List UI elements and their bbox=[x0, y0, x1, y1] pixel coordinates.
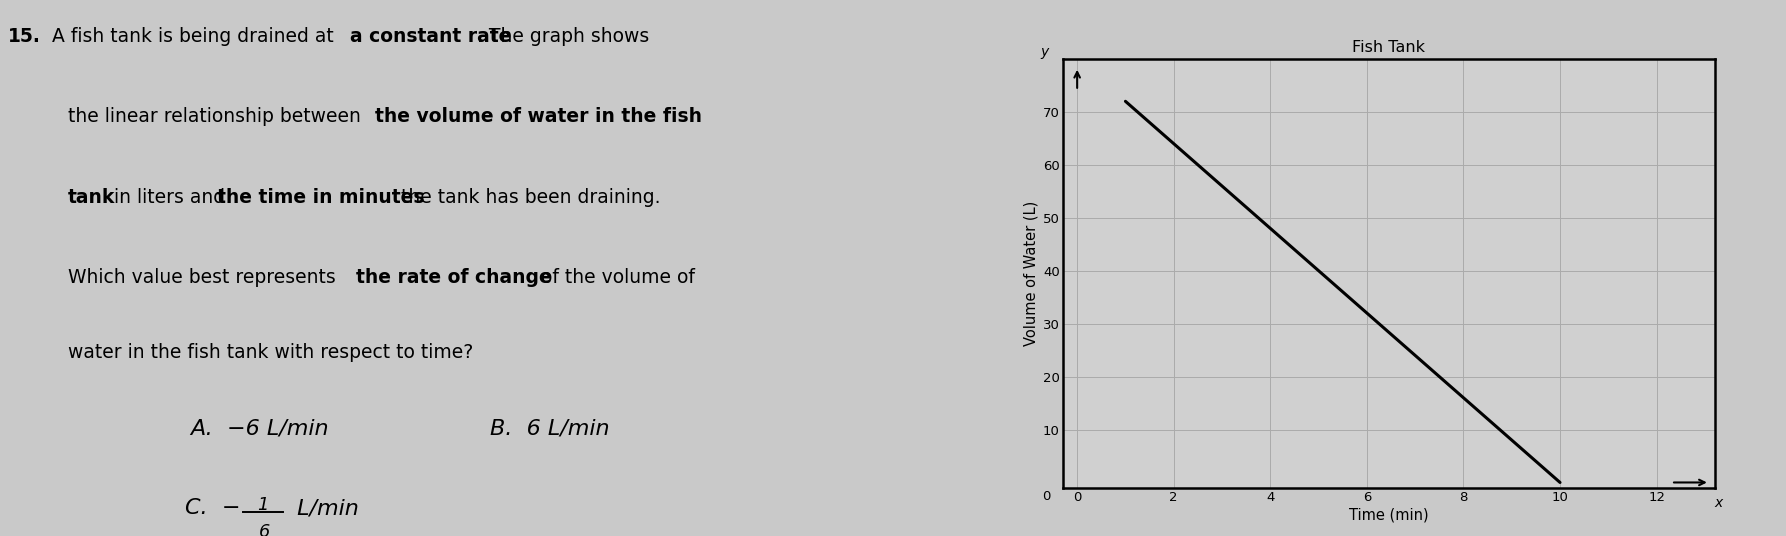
Text: 6: 6 bbox=[259, 523, 270, 536]
Text: 1: 1 bbox=[257, 496, 268, 514]
Y-axis label: Volume of Water (L): Volume of Water (L) bbox=[1023, 201, 1039, 346]
Text: A.  −6 L/min: A. −6 L/min bbox=[189, 418, 329, 438]
Title: Fish Tank: Fish Tank bbox=[1352, 40, 1425, 55]
Text: y: y bbox=[1039, 45, 1048, 59]
Text: in liters and: in liters and bbox=[107, 188, 230, 206]
Text: tank: tank bbox=[68, 188, 116, 206]
X-axis label: Time (min): Time (min) bbox=[1348, 508, 1429, 523]
Text: 0: 0 bbox=[1043, 490, 1050, 503]
Text: the volume of water in the fish: the volume of water in the fish bbox=[375, 107, 702, 126]
Text: the time in minutes: the time in minutes bbox=[218, 188, 425, 206]
Text: the linear relationship between: the linear relationship between bbox=[68, 107, 366, 126]
Text: L/min: L/min bbox=[289, 498, 359, 518]
Text: 15.: 15. bbox=[7, 27, 41, 46]
Text: . The graph shows: . The graph shows bbox=[477, 27, 650, 46]
Text: x: x bbox=[1715, 496, 1723, 510]
Text: a constant rate: a constant rate bbox=[350, 27, 511, 46]
Text: water in the fish tank with respect to time?: water in the fish tank with respect to t… bbox=[68, 343, 473, 362]
Text: of the volume of: of the volume of bbox=[536, 268, 695, 287]
Text: the rate of change: the rate of change bbox=[355, 268, 552, 287]
Text: Which value best represents: Which value best represents bbox=[68, 268, 341, 287]
Text: the tank has been draining.: the tank has been draining. bbox=[395, 188, 661, 206]
Text: A fish tank is being drained at: A fish tank is being drained at bbox=[52, 27, 339, 46]
Text: B.  6 L/min: B. 6 L/min bbox=[489, 418, 609, 438]
Text: C.  −: C. − bbox=[186, 498, 241, 518]
